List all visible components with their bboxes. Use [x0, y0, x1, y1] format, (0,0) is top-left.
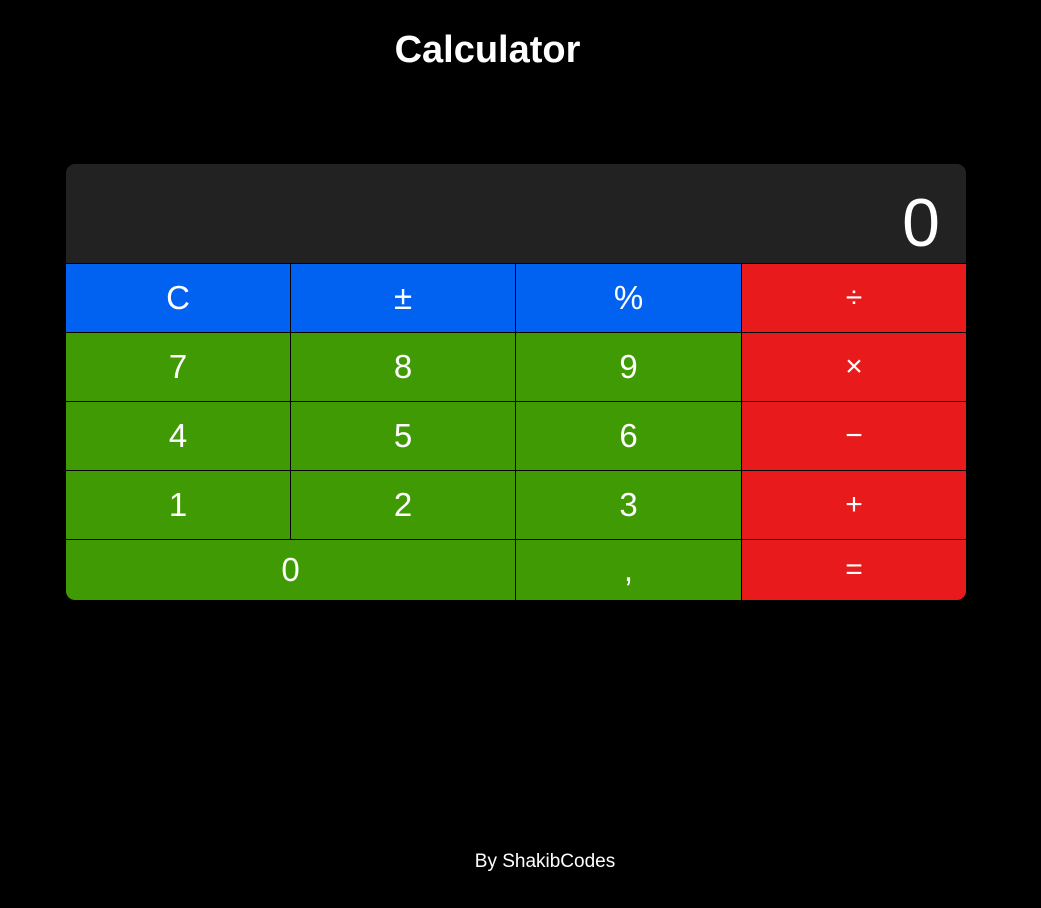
decimal-button[interactable]: ,: [516, 539, 742, 600]
digit-0-button[interactable]: 0: [66, 539, 516, 600]
digit-8-button[interactable]: 8: [291, 332, 516, 401]
add-button[interactable]: +: [742, 470, 966, 539]
subtract-button[interactable]: −: [742, 401, 966, 470]
digit-2-button[interactable]: 2: [291, 470, 516, 539]
calculator: 0 C ± % ÷ 7 8 9 × 4 5 6 − 1 2 3 + 0 , =: [66, 164, 966, 600]
digit-9-button[interactable]: 9: [516, 332, 742, 401]
sign-toggle-button[interactable]: ±: [291, 263, 516, 332]
digit-5-button[interactable]: 5: [291, 401, 516, 470]
keypad: C ± % ÷ 7 8 9 × 4 5 6 − 1 2 3 + 0 , =: [66, 263, 966, 600]
page-title: Calculator: [394, 29, 581, 71]
digit-6-button[interactable]: 6: [516, 401, 742, 470]
digit-3-button[interactable]: 3: [516, 470, 742, 539]
digit-1-button[interactable]: 1: [66, 470, 291, 539]
digit-7-button[interactable]: 7: [66, 332, 291, 401]
digit-4-button[interactable]: 4: [66, 401, 291, 470]
author-credit: By ShakibCodes: [474, 851, 616, 872]
divide-button[interactable]: ÷: [742, 263, 966, 332]
percent-button[interactable]: %: [516, 263, 742, 332]
multiply-button[interactable]: ×: [742, 332, 966, 401]
equals-button[interactable]: =: [742, 539, 966, 600]
calculator-display: 0: [66, 164, 966, 263]
clear-button[interactable]: C: [66, 263, 291, 332]
